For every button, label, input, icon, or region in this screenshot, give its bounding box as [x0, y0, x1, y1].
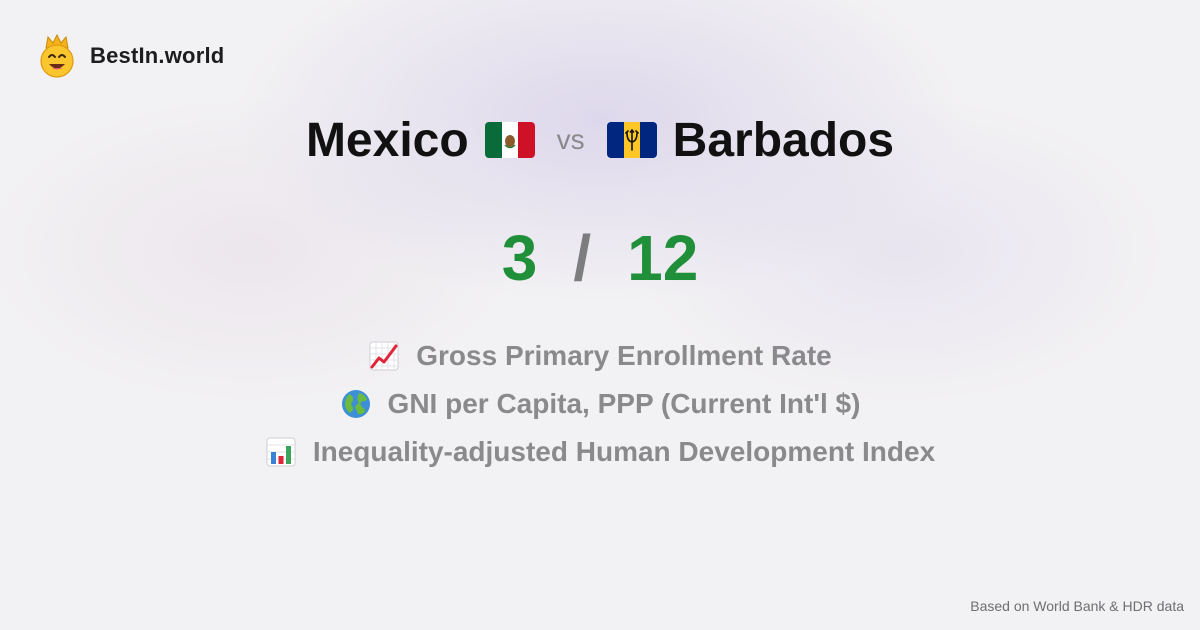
metric-label: GNI per Capita, PPP (Current Int'l $) — [387, 388, 861, 419]
barbados-flag-icon — [606, 122, 657, 158]
metric-label: Inequality-adjusted Human Development In… — [312, 436, 936, 467]
metric-list: Gross Primary Enrollment Rate GNI per Ca… — [0, 336, 1200, 472]
smiling-crown-face-icon — [40, 34, 74, 78]
score-a: 3 — [501, 222, 538, 294]
metric-item: GNI per Capita, PPP (Current Int'l $) — [340, 384, 861, 424]
score: 3 / 12 — [0, 220, 1200, 296]
country-a-name: Mexico — [305, 113, 469, 167]
vs-label: vs — [556, 124, 585, 155]
metric-item: Inequality-adjusted Human Development In… — [265, 432, 935, 472]
metric-label: Gross Primary Enrollment Rate — [416, 340, 832, 371]
brand-name: BestIn.world — [90, 43, 225, 68]
country-b-name: Barbados — [672, 113, 895, 167]
data-source-note: Based on World Bank & HDR data — [970, 598, 1184, 614]
metric-item: Gross Primary Enrollment Rate — [368, 336, 832, 376]
comparison-title: Mexico vs Barbados — [0, 108, 1200, 172]
globe-icon — [341, 390, 370, 418]
brand[interactable]: BestIn.world — [38, 34, 224, 78]
chart-increasing-icon — [369, 341, 399, 371]
mexico-flag-icon — [484, 122, 535, 158]
score-b: 12 — [627, 222, 699, 294]
bar-chart-icon — [266, 437, 296, 467]
score-separator: / — [573, 222, 592, 294]
